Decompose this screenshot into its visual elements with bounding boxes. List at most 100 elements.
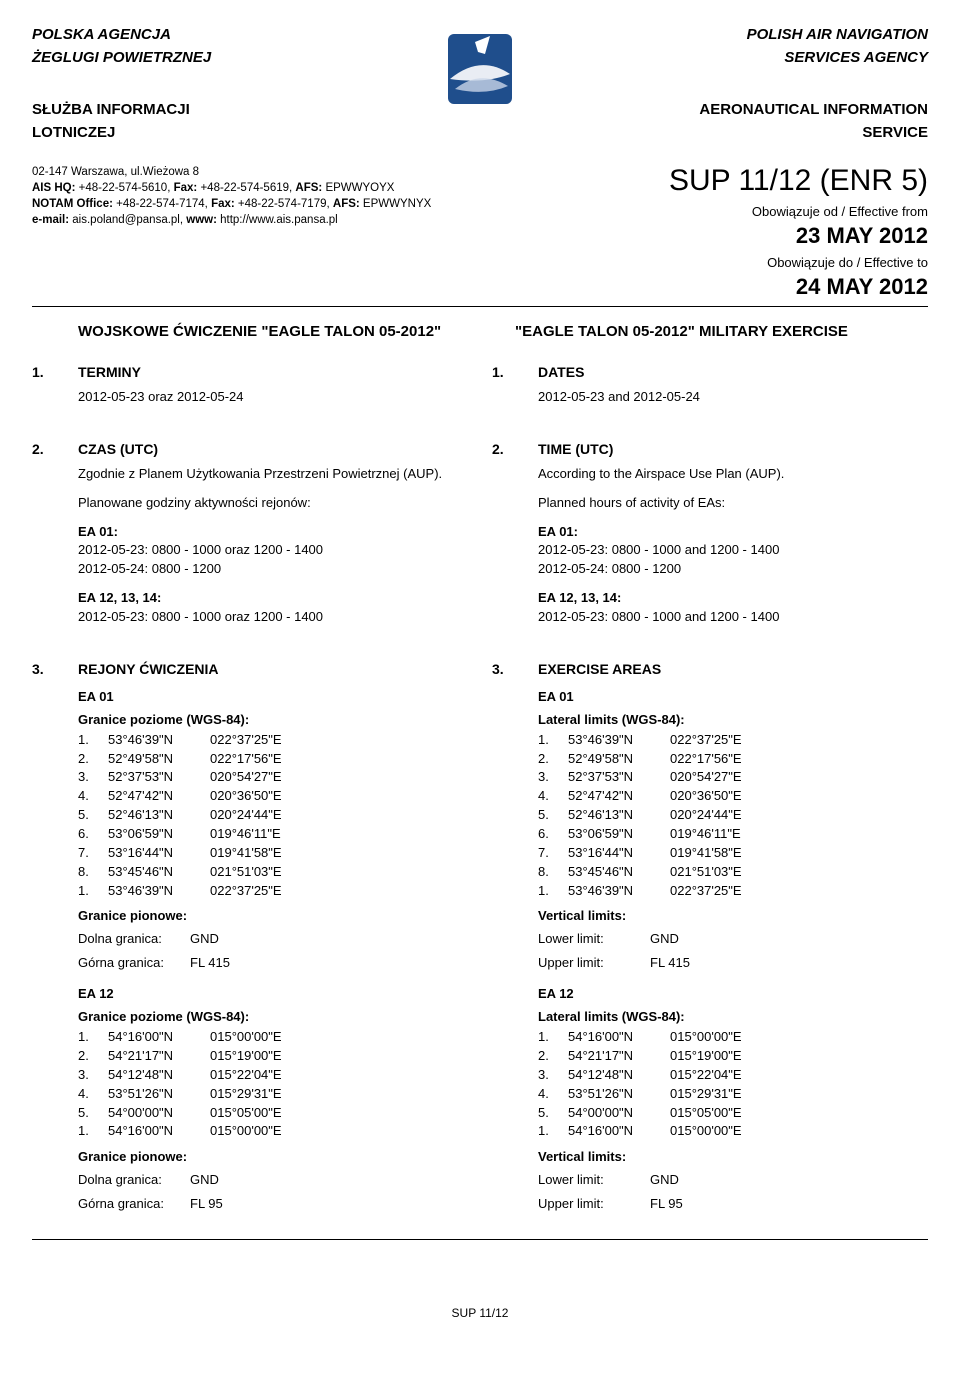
sup-block: SUP 11/12 (ENR 5) Obowiązuje od / Effect… bbox=[492, 164, 928, 300]
s2-ea01-l2-pl: 2012-05-24: 0800 - 1200 bbox=[78, 560, 468, 579]
coord-lon: 019°41'58"E bbox=[670, 844, 770, 863]
ea01-upper-label-pl: Górna granica: bbox=[78, 951, 178, 974]
notam-label: NOTAM Office: bbox=[32, 198, 113, 210]
coord-lat: 53°46'39"N bbox=[568, 731, 658, 750]
coord-lon: 015°22'04"E bbox=[210, 1066, 310, 1085]
coord-lon: 022°37'25"E bbox=[670, 882, 770, 901]
coord-lat: 53°16'44"N bbox=[568, 844, 658, 863]
ea12-upper-en: FL 95 bbox=[650, 1192, 683, 1215]
ea01-name-pl: EA 01 bbox=[78, 689, 468, 704]
coord-num: 8. bbox=[78, 863, 96, 882]
coord-row: 4.52°47'42"N020°36'50"E bbox=[78, 787, 468, 806]
coord-num: 2. bbox=[78, 1047, 96, 1066]
coord-row: 4.53°51'26"N015°29'31"E bbox=[538, 1085, 928, 1104]
coord-row: 4.53°51'26"N015°29'31"E bbox=[78, 1085, 468, 1104]
s2-heading-pl: CZAS (UTC) bbox=[78, 441, 468, 457]
coord-num: 2. bbox=[78, 750, 96, 769]
pl-service-line1: SŁUŻBA INFORMACJI bbox=[32, 99, 355, 122]
s2-num-pl: 2. bbox=[32, 441, 44, 457]
footer-rule bbox=[32, 1239, 928, 1240]
coord-row: 1.54°16'00"N015°00'00"E bbox=[538, 1122, 928, 1141]
coord-lat: 53°06'59"N bbox=[568, 825, 658, 844]
s1-num-en: 1. bbox=[492, 364, 504, 380]
ea01-lower-label-pl: Dolna granica: bbox=[78, 927, 178, 950]
coord-lon: 022°17'56"E bbox=[210, 750, 310, 769]
ea01-upper-label-en: Upper limit: bbox=[538, 951, 638, 974]
s2-ea12-l1-en: 2012-05-23: 0800 - 1000 and 1200 - 1400 bbox=[538, 608, 928, 627]
header-rule bbox=[32, 306, 928, 307]
doc-title-en: "EAGLE TALON 05-2012" MILITARY EXERCISE bbox=[515, 323, 928, 340]
ea12-lower-en: GND bbox=[650, 1168, 679, 1191]
email: ais.poland@pansa.pl, bbox=[69, 214, 186, 226]
coord-lat: 52°46'13"N bbox=[108, 806, 198, 825]
coord-lon: 015°00'00"E bbox=[210, 1122, 310, 1141]
ea01-coords-en: 1.53°46'39"N022°37'25"E2.52°49'58"N022°1… bbox=[538, 731, 928, 901]
coord-lat: 52°49'58"N bbox=[108, 750, 198, 769]
ea12-name-en: EA 12 bbox=[538, 986, 928, 1001]
document-title-row: WOJSKOWE ĆWICZENIE "EAGLE TALON 05-2012"… bbox=[32, 323, 928, 340]
coord-num: 4. bbox=[78, 787, 96, 806]
coord-num: 6. bbox=[538, 825, 556, 844]
ais-hq-fax: +48-22-574-5619, bbox=[197, 182, 295, 194]
coord-row: 2.54°21'17"N015°19'00"E bbox=[78, 1047, 468, 1066]
coord-num: 4. bbox=[538, 787, 556, 806]
coord-row: 8.53°45'46"N021°51'03"E bbox=[78, 863, 468, 882]
coord-num: 7. bbox=[78, 844, 96, 863]
coord-lat: 53°06'59"N bbox=[108, 825, 198, 844]
coord-row: 5.52°46'13"N020°24'44"E bbox=[538, 806, 928, 825]
s2-p1-pl: Zgodnie z Planem Użytkowania Przestrzeni… bbox=[78, 465, 468, 484]
s1-text-pl: 2012-05-23 oraz 2012-05-24 bbox=[78, 388, 468, 407]
coord-row: 1.54°16'00"N015°00'00"E bbox=[538, 1028, 928, 1047]
coord-lon: 015°22'04"E bbox=[670, 1066, 770, 1085]
fax-label: Fax: bbox=[174, 182, 198, 194]
coord-lat: 54°12'48"N bbox=[568, 1066, 658, 1085]
afs-label: AFS: bbox=[295, 182, 322, 194]
coord-row: 5.54°00'00"N015°05'00"E bbox=[78, 1104, 468, 1123]
coord-row: 7.53°16'44"N019°41'58"E bbox=[538, 844, 928, 863]
coord-num: 1. bbox=[78, 731, 96, 750]
coord-row: 1.53°46'39"N022°37'25"E bbox=[78, 882, 468, 901]
coord-lon: 015°19'00"E bbox=[210, 1047, 310, 1066]
coord-row: 3.54°12'48"N015°22'04"E bbox=[78, 1066, 468, 1085]
effective-from-date: 23 MAY 2012 bbox=[492, 223, 928, 249]
header-right: POLISH AIR NAVIGATION SERVICES AGENCY AE… bbox=[605, 24, 928, 144]
s2-p2-pl: Planowane godziny aktywności rejonów: bbox=[78, 494, 468, 513]
coord-lat: 52°47'42"N bbox=[108, 787, 198, 806]
en-service-line2: SERVICE bbox=[605, 122, 928, 145]
s2-ea01-l1-en: 2012-05-23: 0800 - 1000 and 1200 - 1400 bbox=[538, 541, 928, 560]
ea01-lower-en: GND bbox=[650, 927, 679, 950]
en-agency-line2: SERVICES AGENCY bbox=[605, 47, 928, 70]
coord-lat: 54°21'17"N bbox=[568, 1047, 658, 1066]
coord-lon: 022°37'25"E bbox=[210, 731, 310, 750]
s2-heading-en: TIME (UTC) bbox=[538, 441, 928, 457]
section-1: 1. TERMINY 2012-05-23 oraz 2012-05-24 1.… bbox=[32, 364, 928, 417]
s1-num-pl: 1. bbox=[32, 364, 44, 380]
s1-heading-en: DATES bbox=[538, 364, 928, 380]
coord-lon: 015°05'00"E bbox=[210, 1104, 310, 1123]
coord-lat: 54°00'00"N bbox=[108, 1104, 198, 1123]
coord-lon: 021°51'03"E bbox=[210, 863, 310, 882]
ais-hq-phone: +48-22-574-5610, bbox=[75, 182, 173, 194]
effective-from-label: Obowiązuje od / Effective from bbox=[492, 204, 928, 219]
coord-lon: 022°37'25"E bbox=[210, 882, 310, 901]
coord-row: 2.52°49'58"N022°17'56"E bbox=[538, 750, 928, 769]
coord-lon: 019°46'11"E bbox=[210, 825, 310, 844]
s2-ea01-label-pl: EA 01: bbox=[78, 523, 468, 542]
coord-row: 2.54°21'17"N015°19'00"E bbox=[538, 1047, 928, 1066]
ea01-upper-pl: FL 415 bbox=[190, 951, 230, 974]
s1-heading-pl: TERMINY bbox=[78, 364, 468, 380]
s3-num-en: 3. bbox=[492, 661, 504, 677]
ea12-name-pl: EA 12 bbox=[78, 986, 468, 1001]
page-footer: SUP 11/12 bbox=[32, 1300, 928, 1320]
coord-row: 3.52°37'53"N020°54'27"E bbox=[78, 768, 468, 787]
email-label: e-mail: bbox=[32, 214, 69, 226]
coord-lon: 019°41'58"E bbox=[210, 844, 310, 863]
coord-lat: 54°12'48"N bbox=[108, 1066, 198, 1085]
ea12-lower-pl: GND bbox=[190, 1168, 219, 1191]
ea12-coords-pl: 1.54°16'00"N015°00'00"E2.54°21'17"N015°1… bbox=[78, 1028, 468, 1141]
document-header: POLSKA AGENCJA ŻEGLUGI POWIETRZNEJ SŁUŻB… bbox=[32, 24, 928, 144]
pl-agency-line1: POLSKA AGENCJA bbox=[32, 24, 355, 47]
coord-row: 1.53°46'39"N022°37'25"E bbox=[538, 731, 928, 750]
coord-num: 5. bbox=[538, 806, 556, 825]
coord-row: 1.54°16'00"N015°00'00"E bbox=[78, 1028, 468, 1047]
